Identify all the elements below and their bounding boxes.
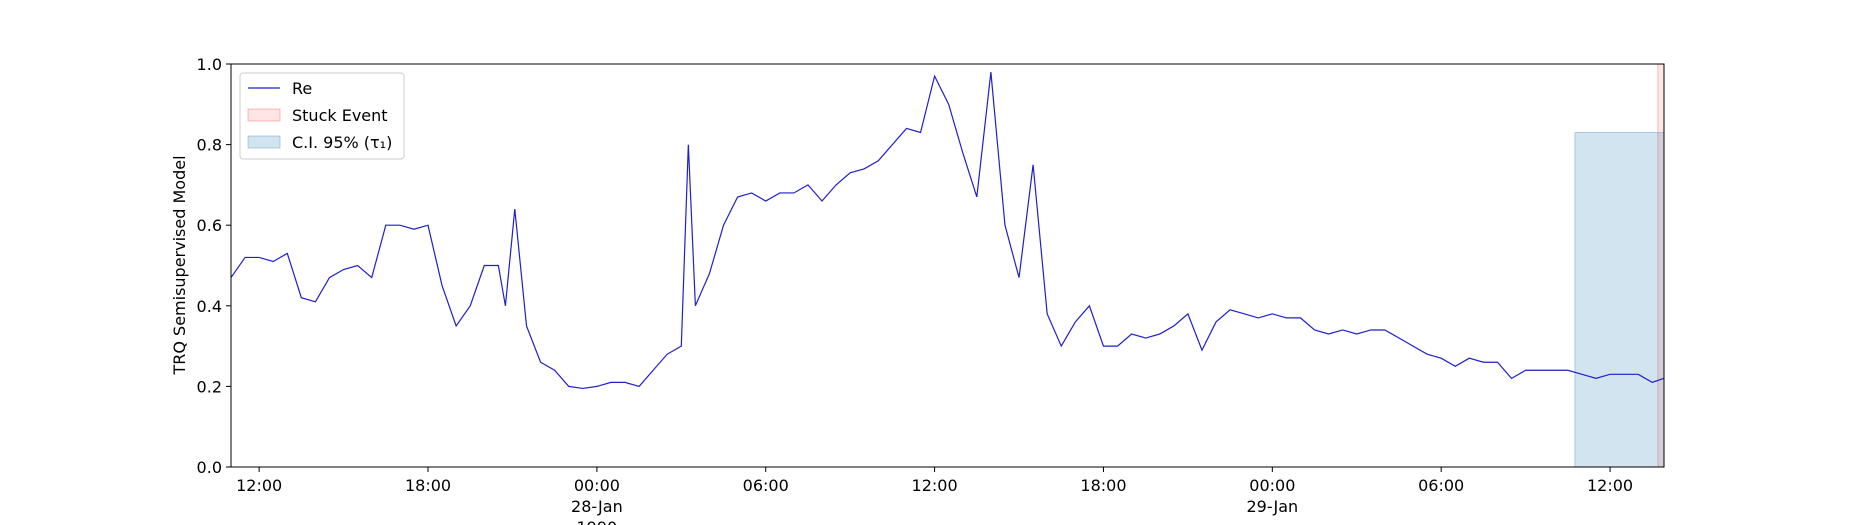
y-tick-label: 0.4 [197,297,222,316]
y-tick-label: 0.2 [197,377,222,396]
x-tick-label: 00:00 [574,476,620,495]
y-tick-label: 1.0 [197,55,222,74]
x-tick-label: 06:00 [743,476,789,495]
axes-frame [230,63,1665,468]
legend-box [239,72,405,160]
x-tick-label: 18:00 [1080,476,1126,495]
y-tick-label: 0.0 [197,458,222,477]
y-axis-label: TRQ Semisupervised Model [170,155,189,375]
legend-label: C.I. 95% (τ₁) [292,133,392,152]
line [230,71,1665,390]
x-tick-label: 06:00 [1418,476,1464,495]
legend-swatch [247,135,281,149]
x-tick-label: 12:00 [1587,476,1633,495]
span [1574,132,1665,468]
x-tick-label: 18:00 [405,476,451,495]
x-tick-label: 12:00 [912,476,958,495]
y-tick-label: 0.8 [197,136,222,155]
legend-swatch [247,108,281,122]
y-tick-label: 0.6 [197,216,222,235]
legend-label: Re [292,79,312,98]
x-tick-label: 12:00 [236,476,282,495]
x-tick-label: 28-Jan [571,497,623,516]
x-tick-label: 29-Jan [1246,497,1298,516]
x-tick-label: 1990 [577,518,618,525]
legend-label: Stuck Event [292,106,388,125]
x-tick-label: 00:00 [1249,476,1295,495]
